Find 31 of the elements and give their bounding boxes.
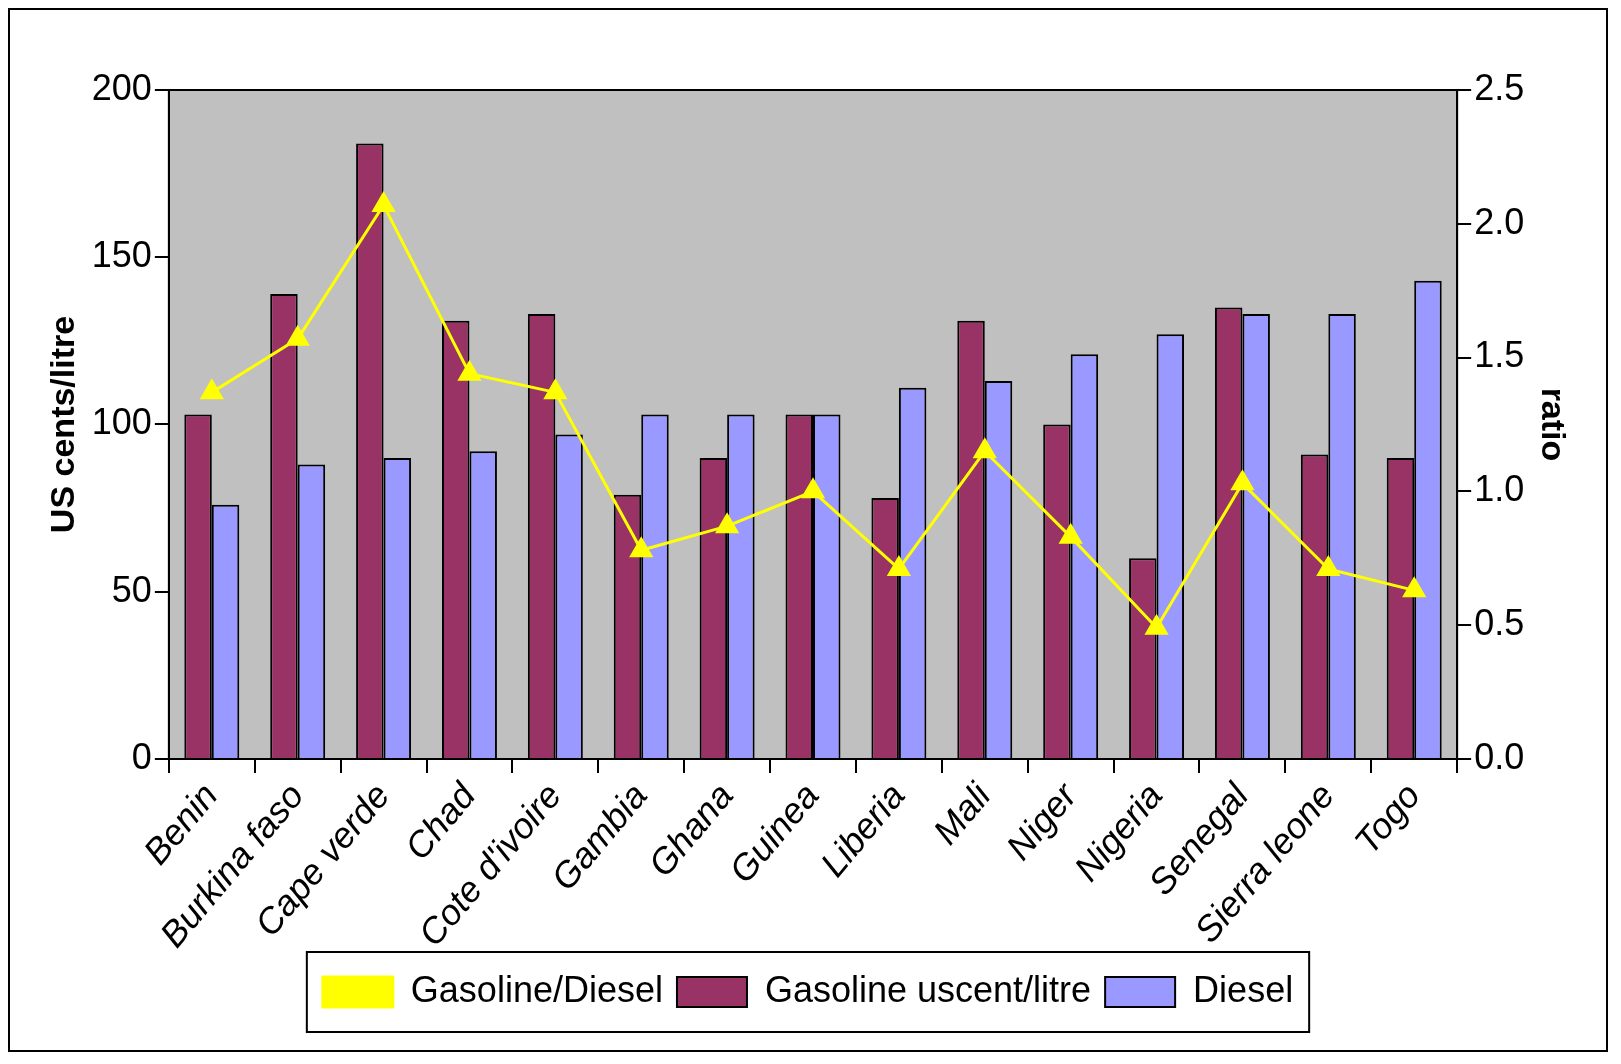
y2-tick-label: 0.5 [1474,602,1525,644]
point [544,379,567,400]
point [973,438,996,459]
point [458,361,481,381]
point [1403,577,1426,598]
point [801,478,825,499]
y-tick-label: 50 [111,568,152,610]
point [1059,524,1082,544]
point [1145,615,1168,635]
legend-label: Gasoline uscent/litre [764,968,1092,1010]
y2-tick-label: 1.0 [1474,468,1525,510]
y-tick-label: 150 [91,234,152,276]
point [887,556,910,576]
point [372,192,395,213]
y2-tick-label: 2.0 [1474,200,1525,242]
point [1231,470,1254,491]
point [630,537,653,558]
y-axis-title: US cents/litre [42,315,81,534]
y2-axis-title: ratio [1535,387,1574,462]
legend-label: Gasoline/Diesel [410,968,663,1010]
point [286,326,309,346]
y-tick-label: 200 [91,66,152,108]
point [1317,556,1340,576]
y-tick-label: 100 [91,401,152,443]
y2-tick-label: 1.5 [1474,334,1525,376]
y-tick-label: 0 [131,735,152,777]
point [716,513,739,534]
point [200,379,223,400]
y2-tick-label: 0.0 [1474,735,1525,777]
legend-label: Diesel [1193,968,1294,1010]
y2-tick-label: 2.5 [1474,66,1525,108]
